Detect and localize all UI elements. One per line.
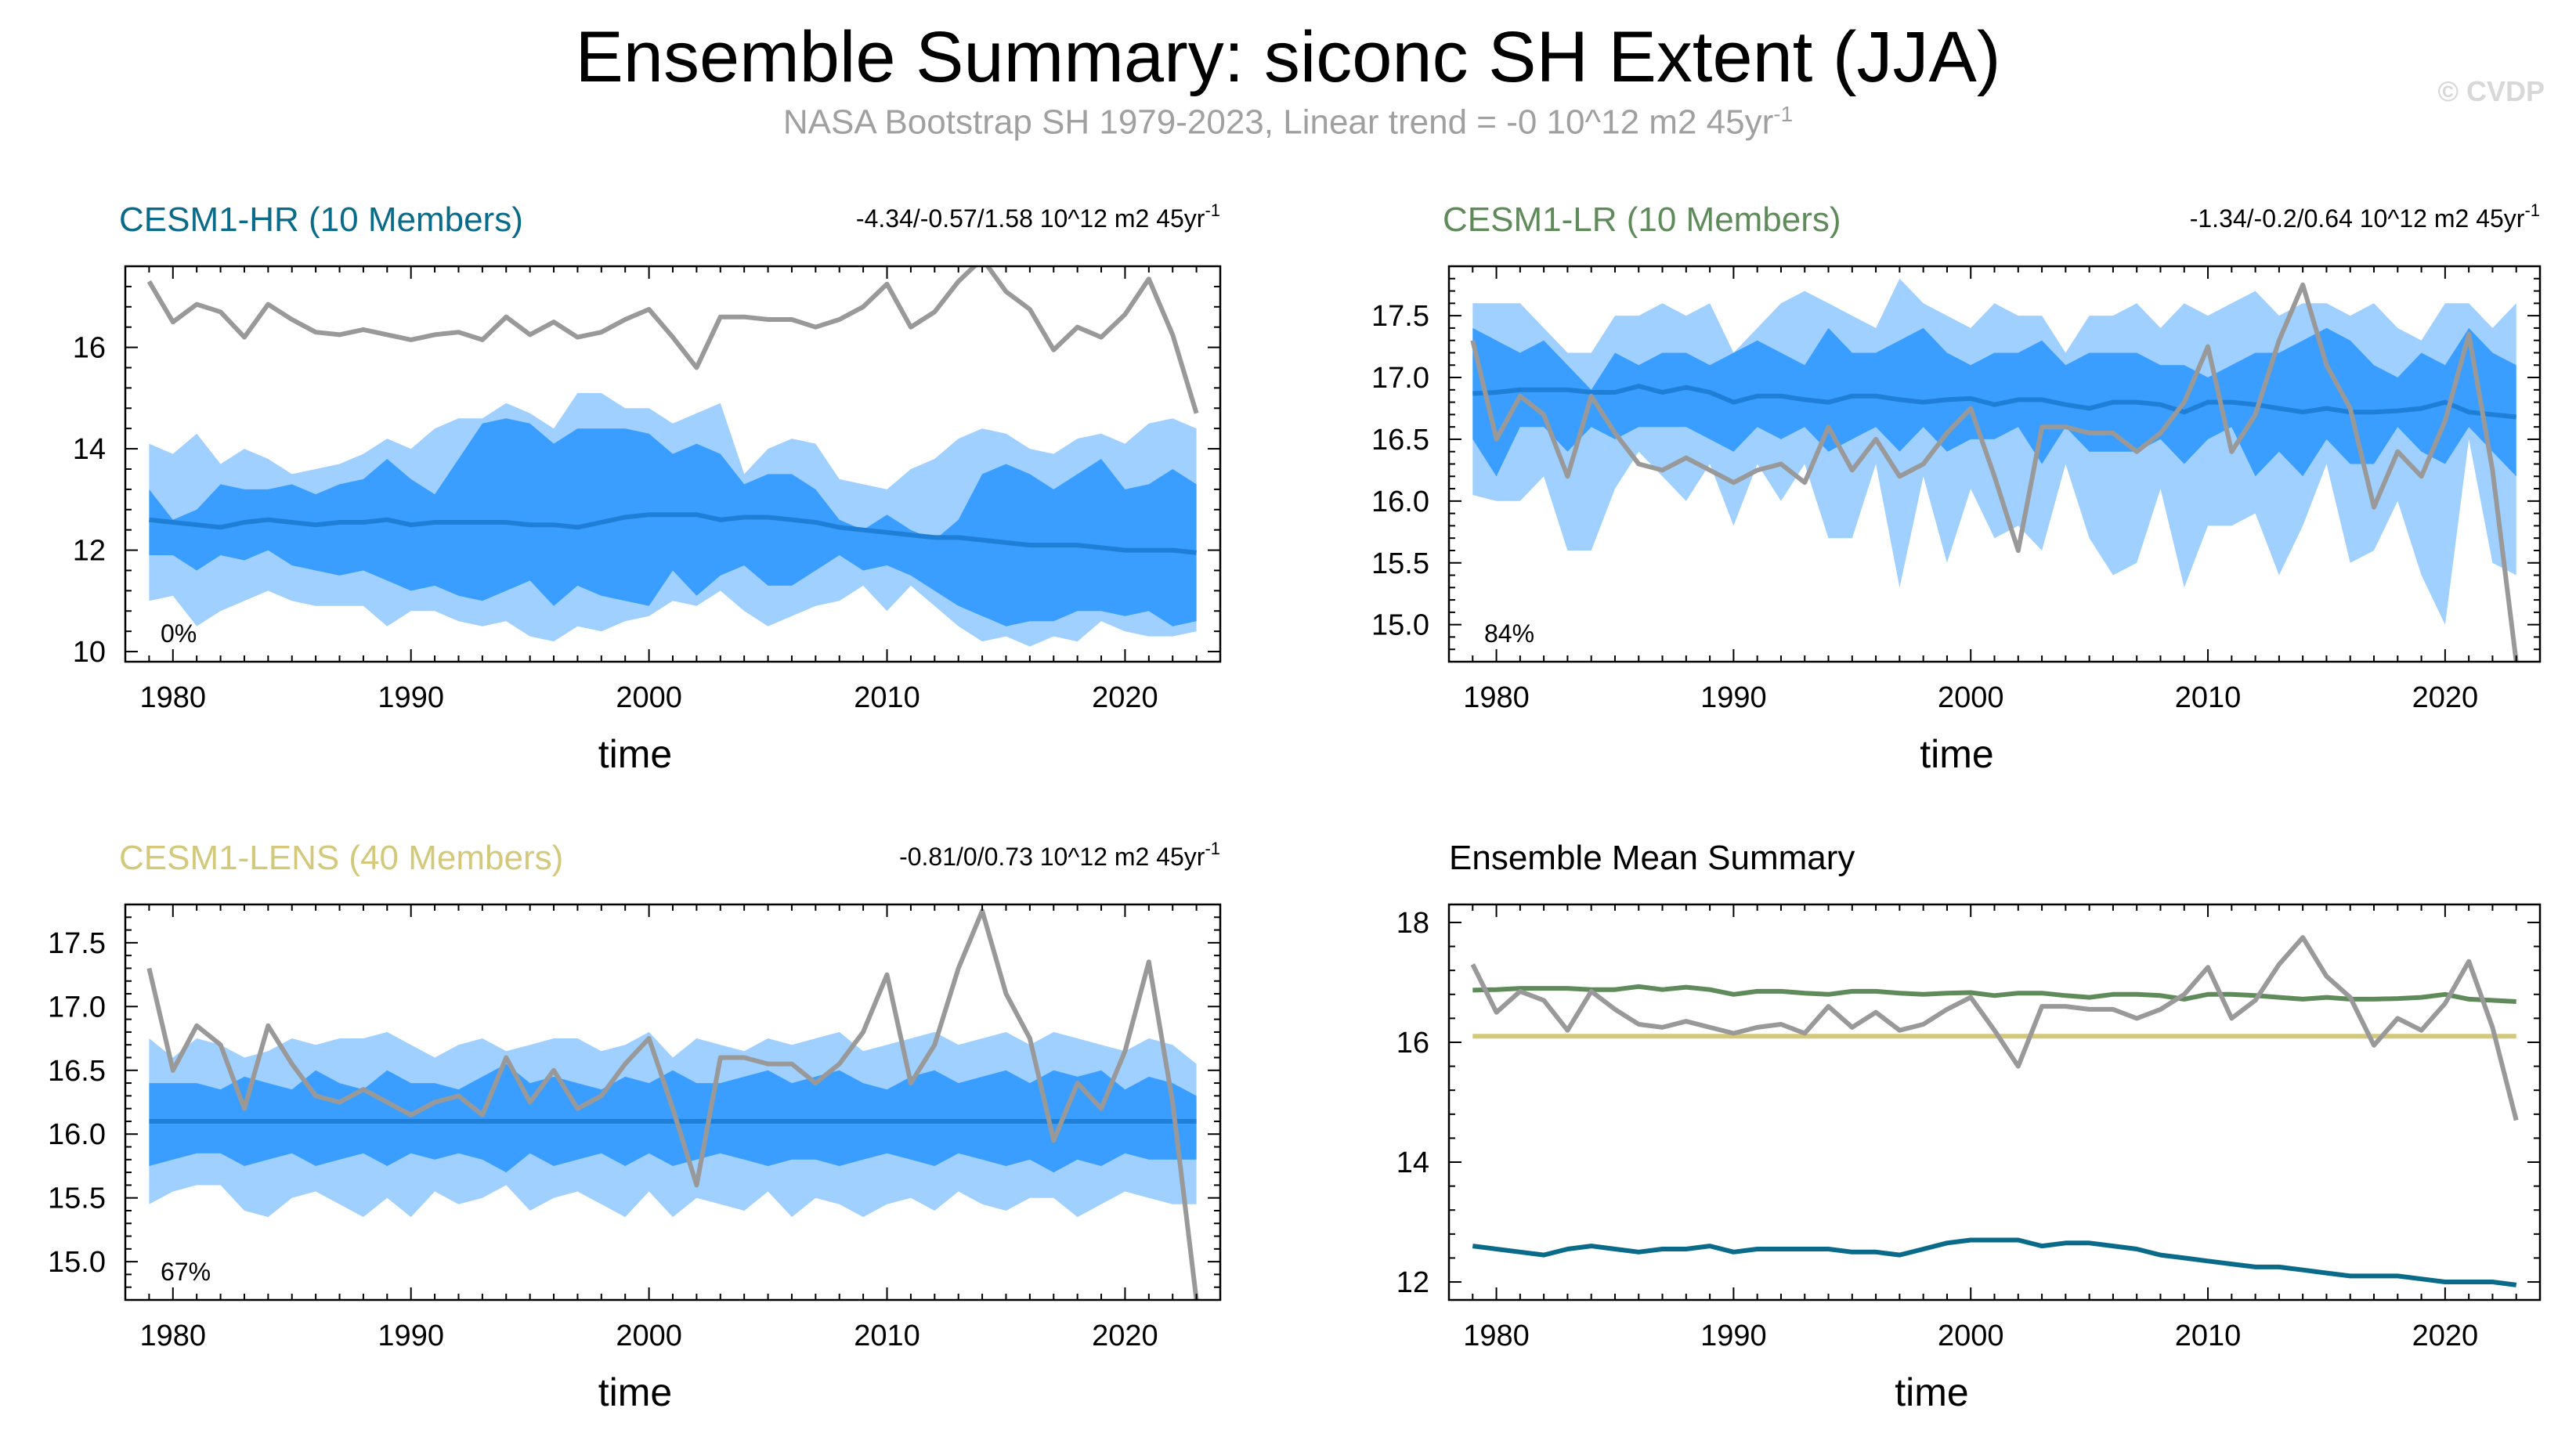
trend-superscript-hr: -1 (1205, 200, 1220, 220)
y-tick-label: 17.0 (1371, 362, 1429, 395)
trend-superscript-lens: -1 (1205, 839, 1220, 858)
y-tick-label: 18 (1396, 907, 1429, 940)
percent-label-lr: 84% (1484, 619, 1534, 648)
band-inner-hr (149, 418, 1197, 626)
plot-area-hr (146, 266, 1199, 647)
series-line-cesm1-hr (1472, 1237, 2517, 1287)
y-tick-label: 16.5 (1371, 424, 1429, 457)
panel-lr: CESM1-LR (10 Members) -1.34/-0.2/0.64 10^… (1371, 200, 2542, 776)
x-tick-label: 2020 (2412, 1320, 2479, 1352)
trend-superscript-lr: -1 (2524, 200, 2540, 220)
x-axis-label-summary: time (1895, 1370, 1968, 1414)
watermark: © CVDP (2437, 75, 2545, 107)
y-tick-label: 15.0 (48, 1246, 106, 1279)
y-tick-label: 15.5 (1371, 547, 1429, 580)
x-axis-label-lens: time (598, 1370, 672, 1414)
x-tick-label: 1990 (1700, 1320, 1767, 1352)
panel-summary: Ensemble Mean Summary 1980 1990 2000 2010 202… (1396, 839, 2542, 1414)
y-tick-label: 16.0 (48, 1118, 106, 1151)
panel-title-lr: CESM1-LR (10 Members) (1443, 200, 1841, 239)
subtitle-superscript: -1 (1773, 102, 1794, 126)
panel-lens: CESM1-LENS (40 Members) -0.81/0/0.73 10^1… (48, 839, 1222, 1414)
series-line-nasa-bootstrap (1470, 935, 2519, 1121)
page-subtitle: NASA Bootstrap SH 1979-2023, Linear tren… (0, 102, 2576, 143)
page-title: Ensemble Summary: siconc SH Extent (JJA) (575, 17, 2001, 97)
band-inner-lr (1472, 327, 2516, 477)
panel-title-hr: CESM1-HR (10 Members) (119, 200, 523, 239)
x-tick-label: 2010 (854, 681, 920, 714)
x-axis-label-hr: time (598, 732, 672, 776)
y-tick-label: 12 (1396, 1266, 1429, 1299)
obs-line-lens (146, 908, 1199, 1300)
y-tick-label: 14 (73, 433, 106, 466)
x-tick-label: 2020 (1092, 1320, 1158, 1352)
x-tick-label: 2000 (1938, 1320, 2004, 1352)
x-tick-label: 1980 (140, 681, 207, 714)
plot-area-lens (146, 908, 1199, 1300)
panel-title-summary: Ensemble Mean Summary (1449, 839, 1855, 877)
x-tick-label: 1990 (378, 681, 444, 714)
x-tick-label: 2000 (1938, 681, 2004, 714)
x-tick-label: 1980 (1463, 1320, 1530, 1352)
percent-label-hr: 0% (161, 619, 197, 648)
x-tick-label: 2010 (2175, 681, 2242, 714)
x-axis-label-lr: time (1920, 732, 1993, 776)
y-tick-label: 15.5 (48, 1182, 106, 1215)
trend-text-hr: -4.34/-0.57/1.58 10^12 m2 45yr-1 (856, 200, 1220, 233)
x-tick-label: 2010 (2175, 1320, 2242, 1352)
subtitle-text: NASA Bootstrap SH 1979-2023, Linear tren… (782, 103, 1774, 142)
x-tick-label: 1990 (378, 1320, 444, 1352)
x-tick-label: 1980 (1463, 681, 1530, 714)
percent-label-lens: 67% (161, 1258, 211, 1286)
y-tick-label: 16 (73, 332, 106, 365)
y-tick-label: 16.5 (48, 1055, 106, 1088)
x-tick-label: 1990 (1700, 681, 1767, 714)
x-tick-label: 2020 (1092, 681, 1158, 714)
y-tick-label: 15.0 (1371, 609, 1429, 642)
panel-title-lens: CESM1-LENS (40 Members) (119, 839, 563, 877)
y-tick-label: 14 (1396, 1146, 1429, 1179)
trend-text-lr: -1.34/-0.2/0.64 10^12 m2 45yr-1 (2190, 200, 2540, 233)
y-tick-label: 12 (73, 535, 106, 568)
x-tick-label: 2010 (854, 1320, 920, 1352)
x-tick-label: 2000 (616, 1320, 682, 1352)
y-tick-label: 10 (73, 636, 106, 669)
x-tick-label: 1980 (140, 1320, 207, 1352)
y-tick-label: 16.0 (1371, 486, 1429, 518)
ensemble-mean-line-hr (149, 512, 1197, 555)
band-inner-lens (149, 1063, 1197, 1173)
trend-text-lens: -0.81/0/0.73 10^12 m2 45yr-1 (899, 839, 1220, 871)
plot-area-lr (1470, 278, 2519, 662)
x-tick-label: 2000 (616, 681, 682, 714)
obs-line-hr (146, 266, 1199, 414)
y-tick-label: 16 (1396, 1027, 1429, 1060)
series-line-cesm1-lr (1472, 984, 2516, 1004)
y-tick-label: 17.5 (1371, 300, 1429, 333)
y-tick-label: 17.5 (48, 927, 106, 960)
y-tick-label: 17.0 (48, 991, 106, 1024)
panel-hr: CESM1-HR (10 Members) -4.34/-0.57/1.58 10… (73, 200, 1222, 776)
obs-line-lr (1470, 282, 2519, 662)
ensemble-mean-line-lr (1472, 383, 2517, 420)
x-tick-label: 2020 (2412, 681, 2479, 714)
plot-area-summary (1470, 935, 2519, 1287)
